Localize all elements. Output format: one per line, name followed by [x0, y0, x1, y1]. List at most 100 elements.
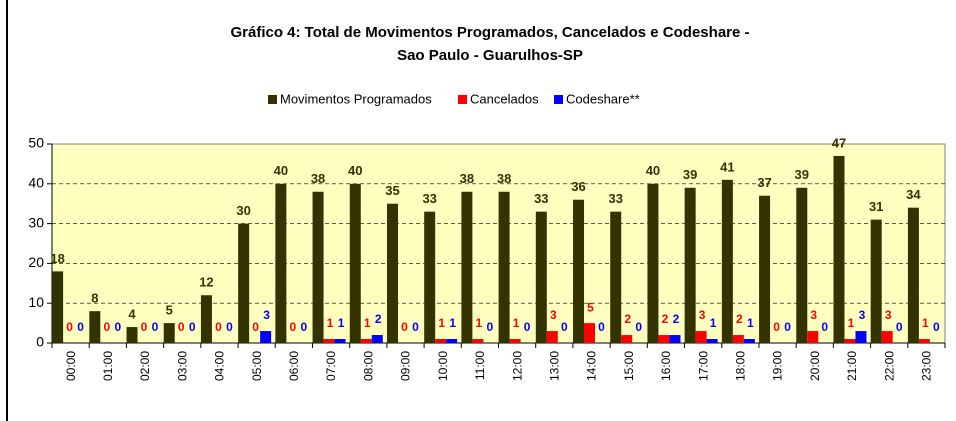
- data-label: 0: [189, 320, 196, 334]
- x-tick-label: 11:00: [473, 351, 487, 380]
- bar: [461, 191, 473, 343]
- data-label: 0: [178, 320, 185, 334]
- legend-label: Codeshare**: [566, 91, 640, 106]
- data-label: 37: [757, 175, 771, 190]
- x-tick-label: 20:00: [808, 351, 822, 381]
- x-tick-label: 13:00: [547, 351, 561, 381]
- data-label: 0: [66, 320, 73, 334]
- data-label: 3: [859, 308, 866, 322]
- bar: [844, 339, 856, 343]
- data-label: 0: [598, 320, 605, 334]
- data-label: 33: [534, 191, 548, 206]
- data-label: 30: [236, 203, 250, 218]
- y-tick-label: 30: [28, 214, 44, 230]
- data-label: 0: [412, 320, 419, 334]
- bar: [721, 179, 733, 343]
- y-tick-label: 10: [28, 294, 44, 310]
- data-label: 1: [438, 316, 445, 330]
- bar: [260, 331, 272, 343]
- data-label: 18: [50, 251, 64, 266]
- bar: [435, 339, 447, 343]
- chart-title: Gráfico 4: Total de Movimentos Programad…: [230, 24, 749, 41]
- data-label: 5: [587, 300, 594, 314]
- x-tick-label: 22:00: [882, 351, 896, 381]
- x-tick-label: 04:00: [213, 351, 227, 381]
- data-label: 4: [128, 307, 136, 322]
- x-tick-label: 06:00: [287, 351, 301, 381]
- data-label: 0: [141, 320, 148, 334]
- data-label: 0: [215, 320, 222, 334]
- data-label: 0: [77, 320, 84, 334]
- bar: [610, 211, 622, 343]
- data-label: 35: [385, 183, 399, 198]
- data-label: 38: [460, 171, 474, 186]
- bar: [796, 187, 808, 343]
- bar: [163, 323, 175, 343]
- data-label: 12: [199, 275, 213, 290]
- data-label: 0: [933, 320, 940, 334]
- x-tick-label: 00:00: [64, 351, 78, 381]
- bar: [658, 335, 670, 343]
- data-label: 3: [699, 308, 706, 322]
- x-tick-label: 09:00: [399, 351, 413, 381]
- data-label: 33: [608, 191, 622, 206]
- bar: [360, 339, 372, 343]
- bar: [807, 331, 819, 343]
- y-tick-label: 0: [36, 334, 44, 350]
- data-label: 31: [869, 199, 883, 214]
- data-label: 1: [338, 316, 345, 330]
- bar: [275, 183, 287, 343]
- chart-title: Sao Paulo - Guarulhos-SP: [397, 47, 583, 64]
- data-label: 0: [784, 320, 791, 334]
- data-label: 40: [274, 163, 288, 178]
- bar: [881, 331, 893, 343]
- bar: [52, 271, 64, 343]
- bar: [386, 203, 398, 343]
- y-tick-label: 20: [28, 254, 44, 270]
- bar: [573, 199, 585, 343]
- bar: [918, 339, 930, 343]
- data-label: 39: [683, 167, 697, 182]
- data-label: 1: [922, 316, 929, 330]
- data-label: 41: [720, 159, 734, 174]
- bar: [669, 335, 681, 343]
- data-label: 3: [810, 308, 817, 322]
- x-tick-label: 23:00: [920, 351, 934, 381]
- x-tick-label: 18:00: [734, 351, 748, 381]
- data-label: 1: [476, 316, 483, 330]
- data-label: 1: [747, 316, 754, 330]
- data-label: 5: [166, 303, 173, 318]
- bar: [424, 211, 436, 343]
- data-label: 0: [226, 320, 233, 334]
- legend-label: Movimentos Programados: [280, 91, 432, 106]
- data-label: 0: [773, 320, 780, 334]
- data-label: 0: [152, 320, 159, 334]
- y-tick-label: 40: [28, 175, 44, 191]
- data-label: 3: [263, 308, 270, 322]
- bar: [472, 339, 484, 343]
- bar: [759, 195, 771, 343]
- data-label: 2: [736, 312, 743, 326]
- bar: [509, 339, 521, 343]
- data-label: 47: [832, 135, 846, 150]
- bar: [743, 339, 755, 343]
- bar: [907, 207, 919, 343]
- data-label: 3: [550, 308, 557, 322]
- data-label: 2: [662, 312, 669, 326]
- legend-swatch: [554, 95, 563, 104]
- data-label: 34: [906, 187, 921, 202]
- x-tick-label: 01:00: [101, 351, 115, 381]
- data-label: 1: [449, 316, 456, 330]
- data-label: 0: [896, 320, 903, 334]
- x-tick-label: 14:00: [585, 351, 599, 381]
- bar: [126, 327, 138, 343]
- data-label: 2: [624, 312, 631, 326]
- data-label: 1: [364, 316, 371, 330]
- bar: [446, 339, 458, 343]
- bar: [334, 339, 346, 343]
- x-tick-label: 08:00: [361, 351, 375, 381]
- data-label: 40: [646, 163, 660, 178]
- bar: [833, 155, 845, 343]
- data-label: 0: [635, 320, 642, 334]
